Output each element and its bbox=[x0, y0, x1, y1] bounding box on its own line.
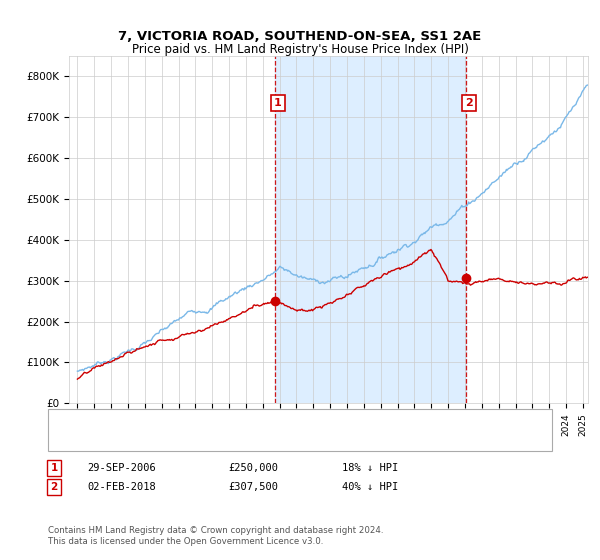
Text: 29-SEP-2006: 29-SEP-2006 bbox=[87, 463, 156, 473]
Text: £250,000: £250,000 bbox=[228, 463, 278, 473]
Text: Contains HM Land Registry data © Crown copyright and database right 2024.
This d: Contains HM Land Registry data © Crown c… bbox=[48, 526, 383, 546]
Text: 7, VICTORIA ROAD, SOUTHEND-ON-SEA, SS1 2AE (detached house): 7, VICTORIA ROAD, SOUTHEND-ON-SEA, SS1 2… bbox=[87, 416, 416, 426]
Text: 7, VICTORIA ROAD, SOUTHEND-ON-SEA, SS1 2AE: 7, VICTORIA ROAD, SOUTHEND-ON-SEA, SS1 2… bbox=[118, 30, 482, 43]
Text: 40% ↓ HPI: 40% ↓ HPI bbox=[342, 482, 398, 492]
Text: 02-FEB-2018: 02-FEB-2018 bbox=[87, 482, 156, 492]
Text: ——: —— bbox=[59, 435, 83, 448]
Text: Price paid vs. HM Land Registry's House Price Index (HPI): Price paid vs. HM Land Registry's House … bbox=[131, 43, 469, 56]
Text: 1: 1 bbox=[274, 98, 282, 108]
Text: 2: 2 bbox=[50, 482, 58, 492]
Bar bbox=[275, 56, 466, 403]
Text: £307,500: £307,500 bbox=[228, 482, 278, 492]
Text: 1: 1 bbox=[50, 463, 58, 473]
Text: HPI: Average price, detached house, Southend-on-Sea: HPI: Average price, detached house, Sout… bbox=[87, 437, 352, 446]
Text: 2: 2 bbox=[465, 98, 473, 108]
Text: 18% ↓ HPI: 18% ↓ HPI bbox=[342, 463, 398, 473]
Text: ——: —— bbox=[59, 414, 83, 427]
